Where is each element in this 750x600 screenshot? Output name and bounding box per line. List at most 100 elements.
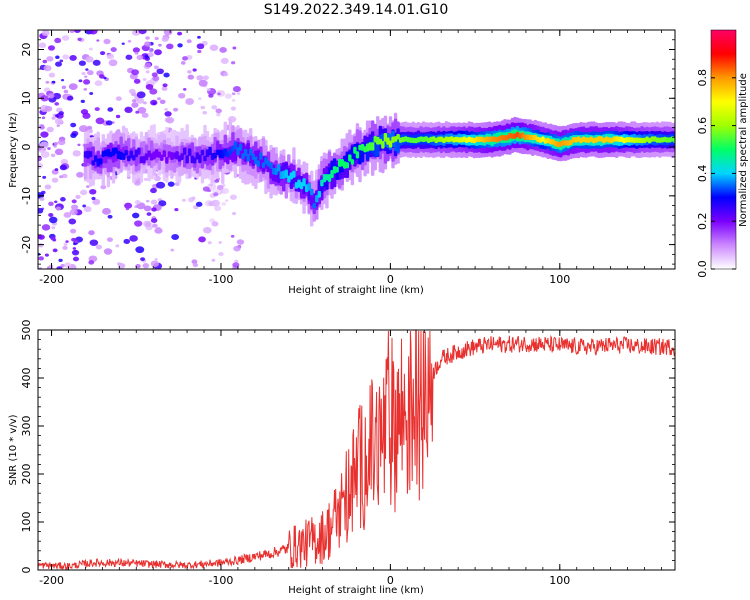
noise-speckle <box>128 88 136 94</box>
noise-speckle <box>71 204 79 211</box>
noise-speckle <box>171 233 180 240</box>
noise-speckle <box>44 105 53 112</box>
noise-speckle <box>151 72 158 78</box>
ridge-cell <box>261 162 266 168</box>
noise-speckle <box>39 197 45 201</box>
colorbar-tick-label: 0.2 <box>696 212 709 230</box>
noise-speckle <box>163 72 170 78</box>
noise-speckle <box>121 42 125 45</box>
noise-speckle <box>58 111 64 116</box>
noise-speckle <box>197 35 201 39</box>
noise-speckle <box>68 218 77 225</box>
noise-speckle <box>117 262 122 266</box>
colorbar-tick-label: 0.6 <box>696 117 709 135</box>
noise-speckle <box>218 252 224 257</box>
noise-speckle <box>92 198 101 205</box>
y-tick-label: 400 <box>20 368 33 389</box>
noise-speckle <box>217 92 221 96</box>
noise-speckle <box>187 74 195 80</box>
ridge-cell <box>284 169 288 178</box>
noise-speckle <box>195 201 203 207</box>
noise-speckle <box>42 175 47 179</box>
noise-speckle <box>156 68 164 75</box>
ridge-cell <box>370 142 375 151</box>
noise-speckle <box>99 51 106 56</box>
noise-speckle <box>69 30 75 34</box>
noise-speckle <box>185 98 195 105</box>
colorbar-tick-label: 0.0 <box>696 260 709 278</box>
ridge-cell <box>188 148 192 156</box>
noise-speckle <box>107 107 114 112</box>
ridge-cell <box>381 141 385 149</box>
ridge-cell <box>198 154 202 164</box>
ridge-cell <box>165 156 169 164</box>
noise-speckle <box>72 256 80 262</box>
noise-speckle <box>124 106 133 113</box>
noise-speckle <box>59 175 64 179</box>
noise-speckle <box>83 79 91 85</box>
bottom-y-axis-label: SNR (10 * v/v) <box>8 414 19 485</box>
noise-speckle <box>138 30 147 35</box>
noise-speckle <box>164 111 172 117</box>
noise-speckle <box>230 234 235 238</box>
noise-speckle <box>70 228 77 234</box>
ridge-cell <box>182 147 187 155</box>
noise-speckle <box>142 101 147 105</box>
snr-series-line <box>38 330 675 570</box>
noise-speckle <box>83 206 92 213</box>
noise-speckle <box>63 242 68 247</box>
noise-speckle <box>63 89 69 94</box>
bottom-x-ticks: -200 -100 0 100 <box>39 330 662 587</box>
ridge-cell <box>276 164 281 172</box>
noise-speckle <box>125 207 130 211</box>
noise-speckle <box>83 87 88 91</box>
noise-speckle <box>40 95 49 102</box>
noise-speckle <box>142 78 147 81</box>
noise-speckle <box>150 199 158 205</box>
noise-speckle <box>110 47 117 52</box>
noise-speckle <box>198 97 202 100</box>
noise-speckle <box>158 43 162 47</box>
noise-speckle <box>167 181 175 187</box>
noise-speckle <box>48 201 54 206</box>
x-tick-label: 0 <box>387 273 394 286</box>
noise-speckle <box>192 68 197 72</box>
noise-speckle <box>154 36 159 41</box>
noise-speckle <box>155 227 161 232</box>
ridge-cell <box>269 162 273 169</box>
ridge-cell <box>348 154 352 162</box>
noise-speckle <box>80 99 85 104</box>
noise-speckle <box>102 207 111 215</box>
noise-speckle <box>196 43 205 50</box>
noise-speckle <box>145 83 154 90</box>
noise-speckle <box>159 99 166 105</box>
noise-speckle <box>154 258 158 261</box>
noise-speckle <box>70 122 77 128</box>
noise-speckle <box>63 212 72 218</box>
noise-speckle <box>46 56 54 62</box>
x-tick-label: -200 <box>39 273 64 286</box>
noise-speckle <box>87 70 94 76</box>
noise-speckle <box>71 237 76 242</box>
noise-speckle <box>48 264 54 269</box>
noise-speckle <box>214 205 222 212</box>
noise-speckle <box>71 249 80 256</box>
noise-speckle <box>48 216 58 224</box>
noise-speckle <box>78 60 86 66</box>
colorbar: 0.0 0.2 0.4 0.6 0.8 Normalized spectral ampl… <box>696 29 749 278</box>
ridge-cell <box>317 190 322 198</box>
noise-speckle <box>178 92 186 99</box>
ridge-cell <box>162 150 167 158</box>
y-tick-label: 10 <box>20 91 33 105</box>
ridge-cell <box>185 155 189 164</box>
noise-speckle <box>170 248 175 252</box>
noise-speckle <box>100 184 107 190</box>
noise-speckle <box>177 43 183 48</box>
noise-speckle <box>164 108 168 111</box>
noise-speckle <box>211 105 218 110</box>
noise-speckle <box>232 212 237 216</box>
noise-speckle <box>39 125 45 130</box>
noise-speckle <box>151 207 157 212</box>
noise-speckle <box>236 239 245 245</box>
noise-speckle <box>74 240 79 244</box>
